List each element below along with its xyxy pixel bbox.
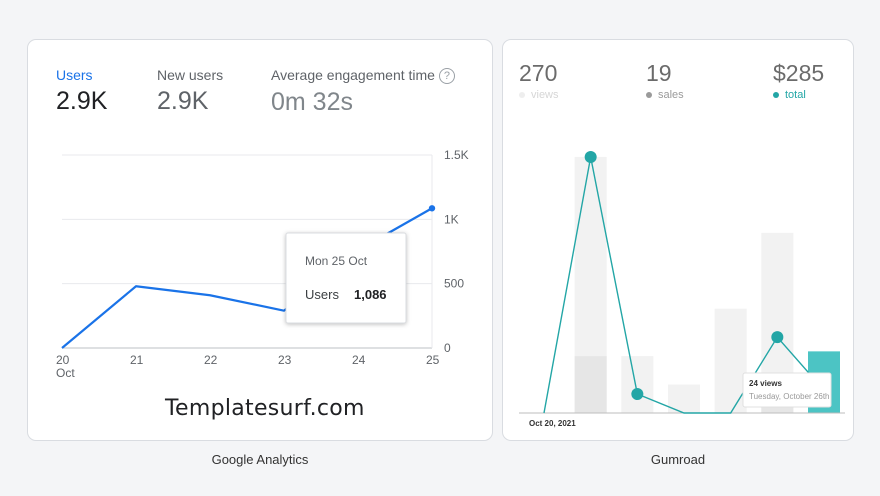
tooltip-value: 1,086 (354, 287, 387, 302)
help-icon[interactable]: ? (438, 68, 455, 85)
metric-total-value: $285 (773, 60, 825, 86)
y-tick-label: 0 (444, 341, 451, 355)
metric-new-users[interactable]: New users 2.9K (157, 67, 223, 116)
metric-total-label: total (785, 89, 806, 101)
metric-users-value: 2.9K (56, 87, 108, 115)
gumroad-card: 270 views 19 sales $285 total Oct 20, 20… (502, 39, 854, 441)
metric-engagement-value: 0m 32s (271, 88, 353, 117)
data-point (771, 331, 784, 344)
x-tick-label: 21 (130, 353, 144, 367)
metric-new-users-label: New users (157, 67, 224, 83)
views-bar-base (574, 356, 607, 413)
x-tick-label: 20 (56, 353, 70, 367)
metric-sales: 19 sales (646, 60, 684, 101)
data-point (631, 388, 644, 401)
metric-views: 270 views (519, 60, 559, 101)
tooltip-box (285, 232, 407, 324)
analytics-caption: Google Analytics (211, 452, 309, 467)
data-point (584, 150, 597, 163)
tooltip: 24 views Tuesday, October 26th (742, 372, 832, 408)
data-point (428, 205, 436, 212)
metric-users-label: Users (56, 67, 93, 83)
metric-views-value: 270 (519, 60, 558, 86)
metric-sales-label: sales (658, 89, 684, 101)
x-tick-label-sub: Oct (56, 366, 75, 380)
views-bar (621, 356, 654, 413)
tooltip-box (742, 372, 832, 408)
x-tick-label: 25 (426, 353, 440, 367)
metric-views-label: views (531, 89, 559, 101)
gumroad-views-chart: Oct 20, 2021 24 views Tuesday, October 26t… (519, 150, 845, 428)
metric-new-users-value: 2.9K (157, 87, 209, 115)
y-tick-label: 1.5K (444, 148, 469, 162)
tooltip-value: 24 views (749, 379, 782, 388)
metric-users[interactable]: Users 2.9K (56, 67, 107, 116)
views-dot-icon (519, 92, 525, 99)
metric-total: $285 total (773, 60, 824, 101)
tooltip-metric: Users (305, 287, 339, 302)
total-dot-icon (773, 92, 779, 99)
metric-engagement-label: Average engagement time (271, 67, 435, 83)
views-bar (714, 308, 747, 413)
tooltip-date: Tuesday, October 26th (749, 392, 830, 401)
metric-engagement-time[interactable]: Average engagement time? 0m 32s (271, 67, 455, 117)
y-tick-label: 500 (444, 277, 464, 291)
x-start-label: Oct 20, 2021 (529, 419, 576, 428)
x-tick-label: 23 (278, 353, 292, 367)
tooltip: Mon 25 Oct Users 1,086 (285, 232, 407, 324)
gumroad-caption: Gumroad (650, 452, 706, 467)
tooltip-date: Mon 25 Oct (305, 254, 368, 268)
y-tick-label: 1K (444, 212, 459, 226)
x-tick-label: 24 (352, 353, 366, 367)
sales-dot-icon (646, 92, 652, 99)
x-tick-label: 22 (204, 353, 218, 367)
metric-sales-value: 19 (646, 60, 672, 86)
analytics-card: Users 2.9K New users 2.9K Average engage… (27, 39, 493, 441)
watermark-text: Templatesurf.com (165, 396, 365, 421)
